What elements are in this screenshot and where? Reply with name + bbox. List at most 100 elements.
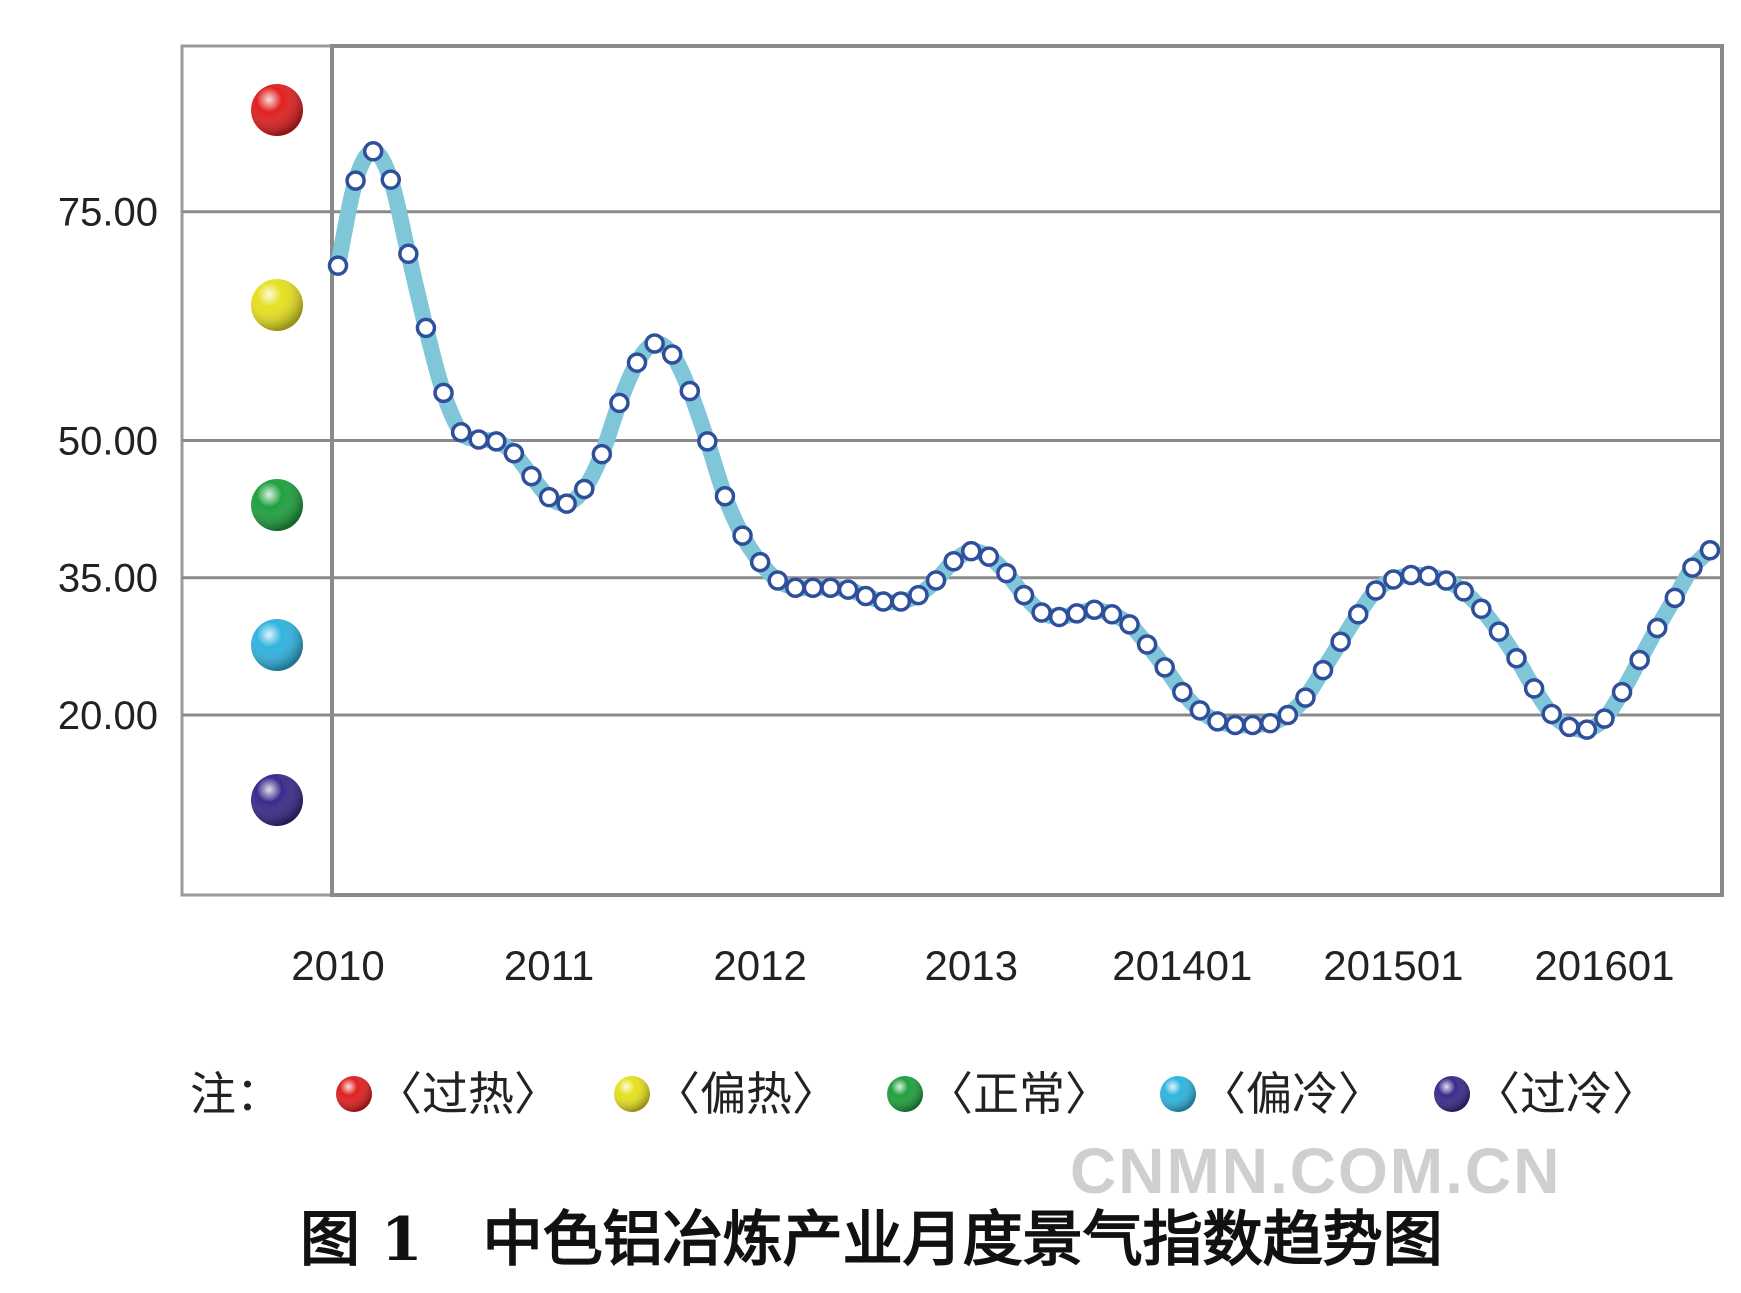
data-point bbox=[450, 421, 472, 443]
data-point bbox=[591, 443, 613, 465]
data-point bbox=[1400, 564, 1422, 586]
data-point bbox=[345, 170, 366, 191]
data-point bbox=[1453, 581, 1474, 602]
x-tick-label: 201401 bbox=[1112, 942, 1252, 989]
legend-item-1: 〈过热〉 bbox=[336, 1067, 560, 1121]
plot-area bbox=[330, 44, 1724, 897]
x-tick-label: 2010 bbox=[291, 942, 384, 989]
data-point bbox=[1101, 604, 1123, 625]
data-point bbox=[1664, 587, 1686, 609]
data-point bbox=[1471, 598, 1492, 620]
data-point bbox=[732, 525, 753, 546]
data-point bbox=[1418, 565, 1439, 587]
data-point bbox=[873, 591, 894, 612]
data-point bbox=[978, 546, 1000, 567]
watermark: CNMN.COM.CN bbox=[1070, 1135, 1561, 1207]
x-tick-label: 201601 bbox=[1534, 942, 1674, 989]
data-point bbox=[820, 577, 841, 599]
data-point bbox=[1365, 580, 1387, 601]
data-point bbox=[1629, 649, 1650, 671]
data-point bbox=[1013, 584, 1035, 606]
x-tick-label: 2012 bbox=[713, 942, 806, 989]
data-point bbox=[626, 352, 648, 373]
data-point bbox=[1295, 687, 1316, 708]
data-point bbox=[1682, 557, 1703, 578]
zone-ball-2 bbox=[251, 279, 303, 331]
zone-ball-4 bbox=[251, 619, 303, 671]
data-point bbox=[837, 579, 859, 600]
x-tick-label: 2011 bbox=[504, 942, 594, 989]
data-point bbox=[679, 380, 701, 402]
data-point bbox=[1594, 708, 1615, 729]
data-point bbox=[1048, 606, 1070, 628]
data-point bbox=[767, 570, 788, 591]
data-point bbox=[1506, 647, 1527, 669]
data-point bbox=[380, 169, 402, 190]
zone-ball-5 bbox=[251, 774, 303, 826]
data-point bbox=[855, 585, 876, 607]
data-point bbox=[802, 577, 824, 599]
data-point bbox=[908, 584, 929, 606]
data-point bbox=[996, 562, 1017, 584]
legend-item-4: 〈偏冷〉 bbox=[1160, 1067, 1384, 1121]
data-point bbox=[556, 493, 577, 514]
data-point bbox=[521, 465, 542, 487]
legend-label: 〈过热〉 bbox=[376, 1067, 560, 1121]
data-point bbox=[1330, 631, 1351, 652]
x-tick-label: 201501 bbox=[1323, 942, 1463, 989]
zone-ball-3 bbox=[251, 479, 303, 531]
data-point bbox=[1277, 704, 1299, 726]
data-point bbox=[1084, 599, 1105, 620]
y-axis-ticks: 75.00 50.00 35.00 20.00 bbox=[58, 191, 158, 738]
legend-item-2: 〈偏热〉 bbox=[614, 1067, 838, 1121]
data-point bbox=[1189, 700, 1211, 721]
data-point bbox=[1611, 681, 1633, 703]
gridlines bbox=[182, 210, 1722, 717]
data-point bbox=[697, 431, 718, 452]
data-point bbox=[1383, 569, 1404, 590]
data-point bbox=[433, 382, 454, 404]
data-point bbox=[661, 344, 683, 365]
data-point bbox=[1154, 657, 1175, 678]
data-point bbox=[1031, 602, 1052, 623]
data-point bbox=[785, 577, 806, 599]
data-point bbox=[1136, 634, 1158, 655]
data-point bbox=[468, 429, 489, 450]
legend-item-5: 〈过冷〉 bbox=[1434, 1067, 1658, 1121]
data-point bbox=[1435, 570, 1457, 591]
data-point bbox=[1646, 617, 1668, 639]
legend-label: 〈偏冷〉 bbox=[1200, 1067, 1384, 1121]
data-point bbox=[503, 443, 525, 464]
x-tick-label: 2013 bbox=[925, 942, 1018, 989]
legend-label: 〈正常〉 bbox=[927, 1067, 1111, 1121]
data-point bbox=[644, 333, 665, 354]
data-point bbox=[714, 486, 736, 507]
data-point bbox=[925, 570, 947, 591]
data-point bbox=[574, 478, 595, 500]
data-point bbox=[1224, 714, 1246, 736]
data-point bbox=[1347, 604, 1369, 625]
legend: 注： 〈过热〉 〈偏热〉 〈正常〉 〈偏冷〉 〈过冷〉 bbox=[190, 1067, 1658, 1121]
chart-title: 图 1 中色铝冶炼产业月度景气指数趋势图 bbox=[300, 1205, 1443, 1275]
y-zone-panel bbox=[180, 44, 334, 897]
zone-ball-1 bbox=[251, 84, 303, 136]
legend-note: 注： bbox=[190, 1067, 282, 1121]
data-point bbox=[1172, 681, 1193, 703]
data-point bbox=[1066, 603, 1088, 624]
data-point bbox=[538, 486, 560, 508]
y-tick-label: 35.00 bbox=[58, 557, 158, 601]
data-point bbox=[890, 591, 912, 612]
data-point bbox=[1312, 659, 1334, 681]
data-point bbox=[960, 540, 982, 562]
y-tick-label: 50.00 bbox=[58, 419, 158, 463]
legend-item-3: 〈正常〉 bbox=[887, 1067, 1111, 1121]
legend-label: 〈偏热〉 bbox=[654, 1067, 838, 1121]
data-point bbox=[1576, 719, 1598, 740]
data-point bbox=[1242, 714, 1263, 736]
zone-indicators bbox=[251, 84, 303, 826]
legend-label: 〈过冷〉 bbox=[1474, 1067, 1658, 1121]
data-point bbox=[362, 141, 384, 162]
series-line bbox=[327, 141, 1721, 740]
data-point bbox=[749, 551, 771, 573]
